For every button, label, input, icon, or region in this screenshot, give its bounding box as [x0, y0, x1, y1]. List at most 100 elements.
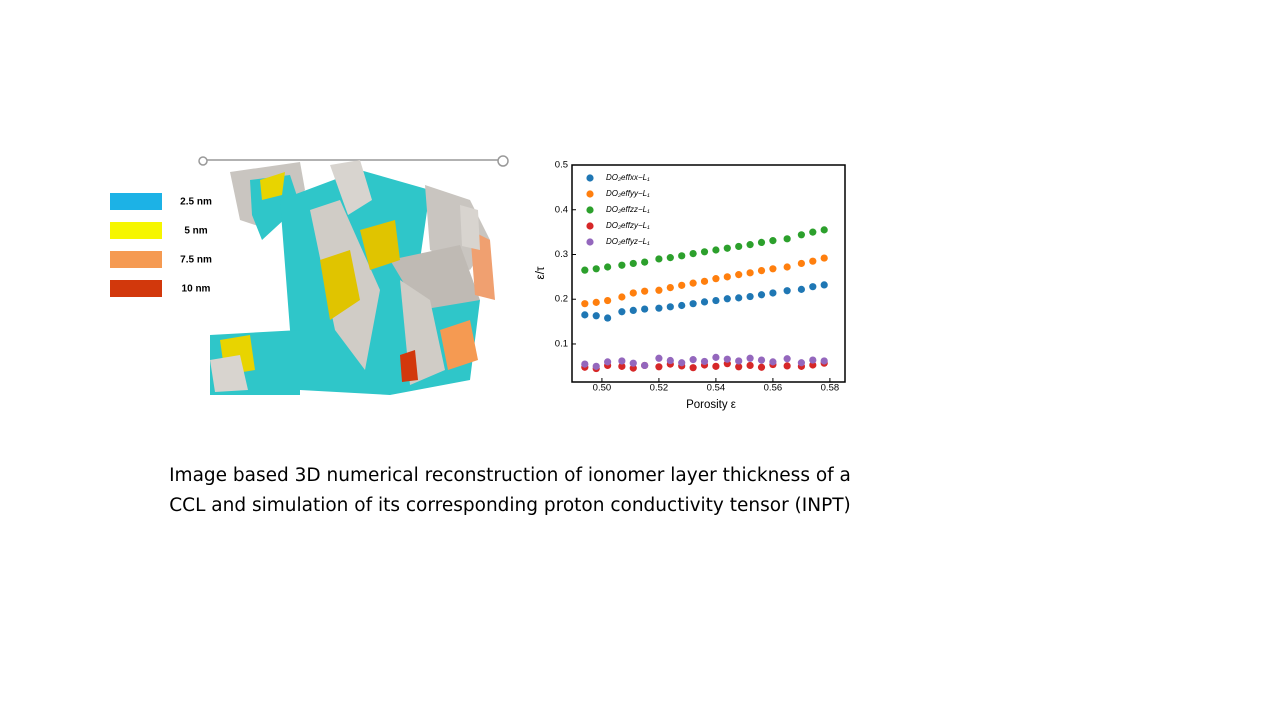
- scatter-point: [746, 354, 754, 362]
- y-tick-label: 0.4: [555, 204, 568, 215]
- scatter-point: [618, 293, 626, 301]
- legend-label: DO₂effxx−L₁: [606, 173, 650, 182]
- scatter-point: [757, 356, 766, 364]
- scatter-point: [641, 361, 649, 370]
- scatter-point: [581, 266, 589, 274]
- scatter-point: [689, 249, 697, 258]
- scatter-point: [712, 246, 720, 254]
- scatter-point: [678, 252, 686, 260]
- scatter-point: [700, 277, 709, 285]
- scatter-point: [820, 226, 828, 234]
- scatter-point: [809, 257, 817, 265]
- scatter-point: [655, 354, 663, 362]
- scatter-point: [820, 281, 828, 289]
- scatter-point: [809, 361, 817, 369]
- scatter-point: [689, 364, 697, 372]
- legend-marker: [586, 238, 594, 246]
- scatter-point: [592, 298, 600, 306]
- scatter-point: [712, 362, 720, 370]
- y-axis-label: ε/τ: [535, 266, 547, 279]
- y-tick-label: 0.5: [555, 160, 568, 171]
- scatter-point: [655, 255, 663, 263]
- scatter-point: [581, 311, 589, 319]
- legend-swatch: [110, 280, 162, 297]
- scatter-point: [809, 283, 817, 291]
- scatter-point: [746, 361, 754, 370]
- scatter-point: [723, 295, 731, 303]
- scatter-point: [746, 241, 754, 249]
- y-tick-label: 0.3: [555, 249, 568, 260]
- scatter-point: [604, 358, 612, 366]
- scatter-point: [618, 357, 626, 365]
- scatter-point: [592, 265, 600, 273]
- scatter-point: [655, 286, 663, 294]
- scatter-point: [783, 263, 791, 271]
- scatter-chart: Porosity ε ε/τ 0.50 0.52 0.54 0.56 0.58 0.1 0.…: [535, 160, 846, 411]
- scatter-point: [678, 301, 686, 310]
- scatter-point: [809, 228, 817, 236]
- scatter-point: [820, 254, 828, 262]
- scatter-point: [629, 289, 637, 297]
- scatter-point: [666, 356, 674, 365]
- scatter-point: [769, 237, 777, 245]
- scatter-point: [809, 356, 817, 364]
- scatter-point: [783, 355, 791, 363]
- scatter-point: [629, 359, 637, 367]
- scatter-point: [757, 238, 766, 247]
- scatter-point: [797, 285, 805, 293]
- scatter-point: [735, 357, 743, 365]
- reconstruction-image: [198, 155, 510, 400]
- scatter-point: [618, 261, 626, 269]
- scatter-point: [820, 357, 828, 365]
- scatter-point: [641, 258, 649, 266]
- scatter-point: [723, 273, 731, 281]
- scatter-point: [629, 364, 637, 372]
- scatter-point: [618, 362, 626, 370]
- scatter-point: [689, 300, 697, 308]
- image-legend: 2.5 nm 5 nm 7.5 nm 10 nm: [110, 193, 212, 297]
- scatter-point: [604, 263, 612, 271]
- legend-swatch: [110, 251, 162, 268]
- x-tick-label: 0.50: [593, 383, 612, 394]
- scatter-point: [666, 254, 674, 262]
- legend-label: 10 nm: [182, 284, 211, 295]
- caption-line: Image based 3D numerical reconstruction …: [169, 465, 851, 486]
- scatter-point: [666, 283, 674, 292]
- scatter-point: [769, 265, 777, 273]
- legend-label: 7.5 nm: [180, 255, 212, 266]
- scatter-point: [629, 259, 637, 268]
- legend-swatch: [110, 222, 162, 239]
- legend-label: DO₂effzz−L₁: [606, 205, 650, 214]
- scatter-point: [712, 296, 720, 305]
- legend-label: DO₂effyz−L₁: [606, 237, 650, 246]
- scatter-point: [581, 360, 589, 368]
- legend-label: DO₂effyy−L₁: [606, 189, 650, 198]
- scatter-point: [629, 306, 637, 315]
- x-tick-label: 0.58: [821, 383, 840, 394]
- x-tick-label: 0.54: [707, 383, 726, 394]
- scatter-point: [797, 259, 805, 268]
- scatter-point: [641, 305, 649, 313]
- scatter-point: [723, 355, 731, 363]
- scatter-point: [723, 244, 731, 252]
- scatter-point: [769, 358, 777, 366]
- scatter-point: [700, 298, 709, 306]
- scatter-point: [746, 292, 754, 301]
- scatter-point: [618, 308, 626, 316]
- scatter-point: [735, 294, 743, 302]
- x-tick-label: 0.56: [764, 383, 783, 394]
- scatter-point: [700, 357, 709, 366]
- y-tick-label: 0.1: [555, 338, 568, 349]
- scatter-point: [735, 242, 743, 251]
- scatter-point: [757, 363, 766, 371]
- caption-line: CCL and simulation of its corresponding …: [169, 495, 851, 516]
- legend-marker: [586, 174, 594, 182]
- scatter-point: [581, 300, 589, 308]
- scatter-point: [769, 289, 777, 297]
- legend-label: 5 nm: [184, 226, 207, 237]
- scatter-point: [666, 303, 674, 311]
- scatter-point: [592, 312, 600, 320]
- scatter-point: [604, 296, 612, 305]
